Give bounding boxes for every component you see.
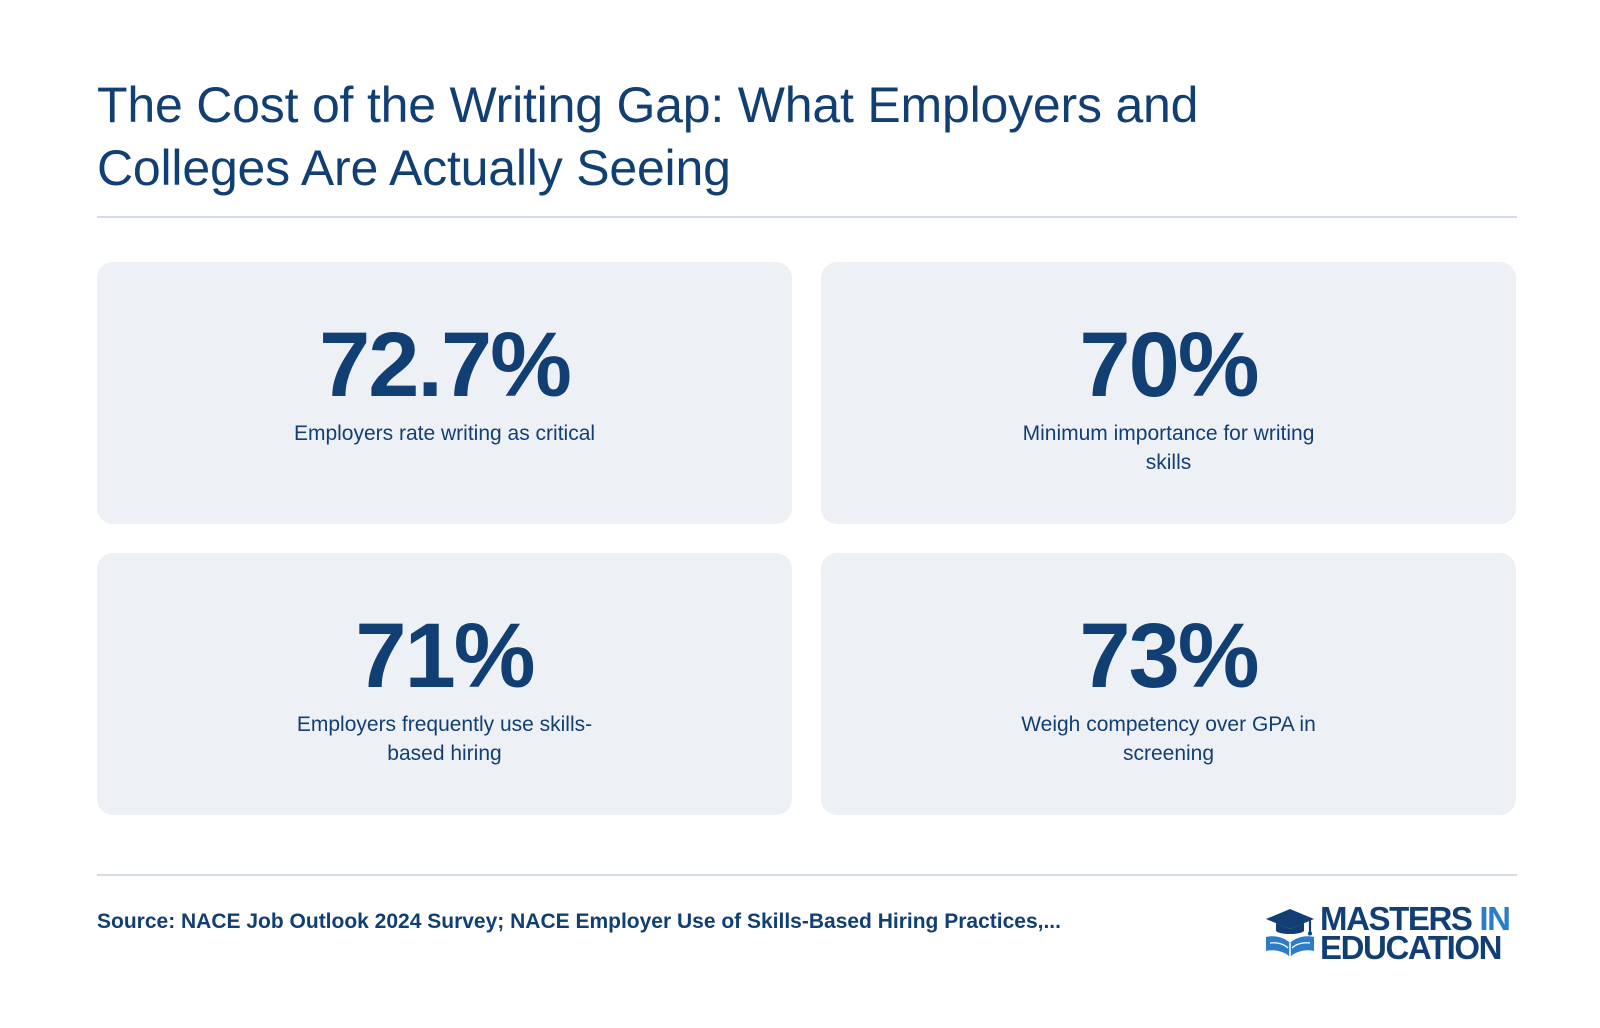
stat-label: Employers frequently use skills-based hi… (296, 713, 593, 765)
logo-word-education: EDUCATION (1320, 929, 1503, 966)
logo-line-1: MASTERS IN (1320, 902, 1511, 935)
stat-card-competency-over-gpa: 73% Weigh competency over GPA in screeni… (821, 553, 1516, 815)
graduation-cap-book-icon (1266, 909, 1314, 957)
stat-label: Minimum importance for writing skills (1022, 422, 1315, 474)
stat-value: 71% (355, 605, 535, 707)
logo-wordmark: MASTERS IN EDUCATION (1320, 902, 1511, 966)
stat-card-writing-critical: 72.7% Employers rate writing as critical (97, 262, 792, 524)
stat-label: Employers rate writing as critical (293, 422, 596, 445)
stats-grid: 72.7% Employers rate writing as critical… (97, 262, 1517, 815)
stat-value: 73% (1079, 605, 1259, 707)
stat-card-skills-based-hiring: 71% Employers frequently use skills-base… (97, 553, 792, 815)
stat-value: 70% (1079, 314, 1259, 416)
footer-divider (97, 874, 1517, 876)
page-title: The Cost of the Writing Gap: What Employ… (97, 77, 1199, 196)
source-citation: Source: NACE Job Outlook 2024 Survey; NA… (97, 910, 1061, 933)
masters-in-education-logo[interactable]: MASTERS IN EDUCATION (1262, 902, 1517, 964)
stat-card-minimum-importance: 70% Minimum importance for writing skill… (821, 262, 1516, 524)
logo-word-in: IN (1479, 900, 1511, 937)
logo-word-masters: MASTERS (1320, 900, 1473, 937)
stat-label: Weigh competency over GPA in screening (1021, 713, 1316, 765)
header-divider (97, 216, 1517, 218)
stat-value: 72.7% (319, 314, 572, 416)
